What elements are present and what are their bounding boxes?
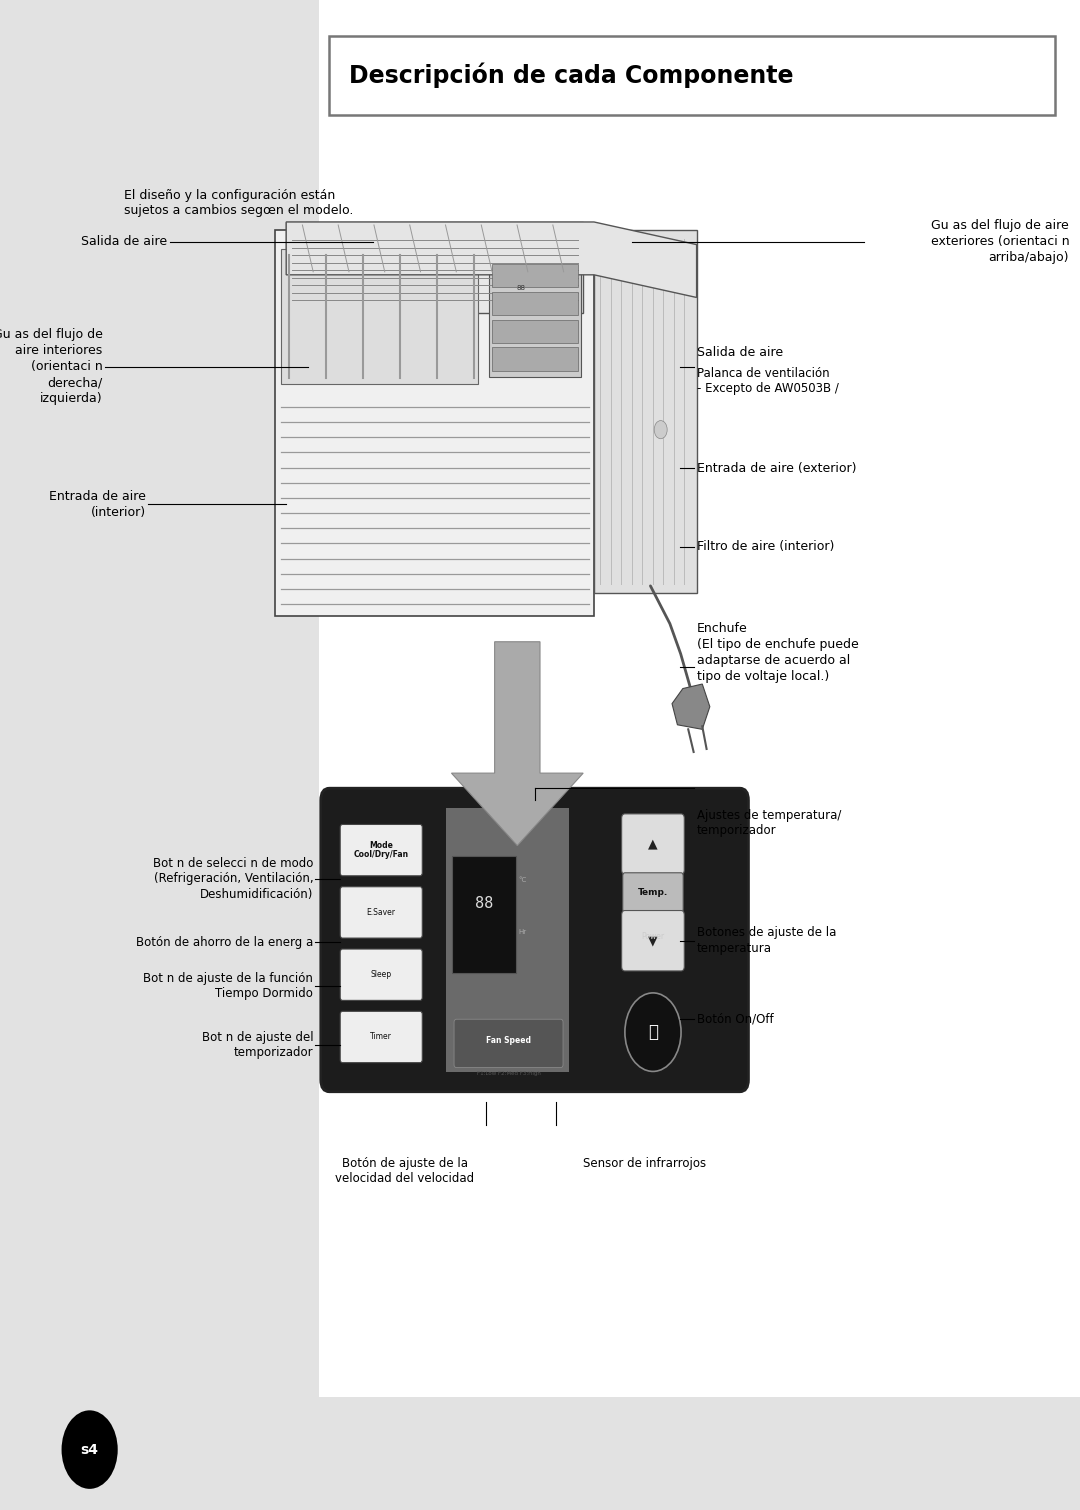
Bar — [489, 254, 581, 376]
Text: Ajustes de temperatura/
temporizador: Ajustes de temperatura/ temporizador — [697, 809, 841, 837]
Text: Botón On/Off: Botón On/Off — [697, 1013, 773, 1025]
Text: ▲: ▲ — [648, 838, 658, 850]
Text: Mode
Cool/Dry/Fan: Mode Cool/Dry/Fan — [353, 841, 409, 859]
Text: Power: Power — [642, 932, 664, 941]
Text: El diseño y la configuración están
sujetos a cambios segœn el modelo.: El diseño y la configuración están sujet… — [124, 189, 353, 217]
Text: s4: s4 — [81, 1442, 98, 1457]
Text: Botón de ahorro de la energ a: Botón de ahorro de la energ a — [136, 936, 313, 948]
Text: Temp.: Temp. — [638, 888, 669, 897]
Bar — [0, 0, 319, 1510]
Text: Bot n de ajuste de la función
Tiempo Dormido: Bot n de ajuste de la función Tiempo Dor… — [144, 972, 313, 1000]
Bar — [492, 264, 578, 287]
Text: Botón de ajuste de la
velocidad del velocidad: Botón de ajuste de la velocidad del velo… — [336, 1157, 474, 1185]
FancyBboxPatch shape — [340, 950, 422, 1001]
Bar — [492, 291, 578, 316]
Text: Salida de aire: Salida de aire — [697, 346, 783, 359]
Text: Bot n de selecci n de modo
(Refrigeración, Ventilación,
Deshumidificación): Bot n de selecci n de modo (Refrigeració… — [153, 856, 313, 901]
Text: Entrada de aire (exterior): Entrada de aire (exterior) — [697, 462, 856, 474]
Text: F1:Low F2:Med F3:High: F1:Low F2:Med F3:High — [476, 1071, 540, 1075]
Text: 88: 88 — [474, 895, 492, 911]
FancyBboxPatch shape — [340, 824, 422, 876]
Bar — [492, 347, 578, 370]
Text: Timer: Timer — [370, 1033, 392, 1042]
FancyBboxPatch shape — [623, 873, 684, 912]
Text: Entrada de aire
(interior): Entrada de aire (interior) — [49, 489, 146, 519]
FancyBboxPatch shape — [321, 788, 748, 1092]
FancyBboxPatch shape — [622, 911, 685, 971]
Polygon shape — [672, 684, 710, 729]
Bar — [492, 320, 578, 343]
Polygon shape — [451, 642, 583, 846]
Text: E.Saver: E.Saver — [367, 908, 395, 917]
Text: Filtro de aire (interior): Filtro de aire (interior) — [697, 541, 834, 553]
Text: Bot n de ajuste del
temporizador: Bot n de ajuste del temporizador — [202, 1031, 313, 1059]
Text: Hr: Hr — [518, 930, 526, 935]
Text: ▼: ▼ — [648, 935, 658, 947]
Bar — [0, 1397, 1080, 1510]
Bar — [281, 249, 478, 384]
Circle shape — [625, 994, 681, 1072]
Circle shape — [654, 421, 667, 439]
Text: Salida de aire: Salida de aire — [81, 236, 167, 248]
Text: Fan Speed: Fan Speed — [486, 1036, 531, 1045]
Text: °C: °C — [518, 877, 526, 883]
Text: Botones de ajuste de la
temperatura: Botones de ajuste de la temperatura — [697, 927, 836, 954]
FancyBboxPatch shape — [329, 36, 1055, 115]
FancyBboxPatch shape — [454, 1019, 563, 1068]
Bar — [594, 230, 697, 593]
Bar — [275, 230, 594, 616]
Text: Palanca de ventilación
- Excepto de AW0503B /: Palanca de ventilación - Excepto de AW05… — [697, 367, 838, 396]
FancyBboxPatch shape — [340, 886, 422, 938]
Bar — [451, 856, 516, 974]
Text: Enchufe
(El tipo de enchufe puede
adaptarse de acuerdo al
tipo de voltaje local.: Enchufe (El tipo de enchufe puede adapta… — [697, 622, 859, 683]
Text: Descripción de cada Componente: Descripción de cada Componente — [349, 63, 794, 88]
Bar — [286, 222, 583, 313]
Text: ⏻: ⏻ — [648, 1024, 658, 1042]
Polygon shape — [286, 222, 697, 297]
Circle shape — [62, 1410, 118, 1489]
FancyBboxPatch shape — [622, 814, 685, 874]
Bar — [446, 808, 569, 1072]
Text: 88: 88 — [516, 285, 526, 291]
FancyBboxPatch shape — [340, 1012, 422, 1063]
Text: Sleep: Sleep — [370, 971, 392, 978]
Text: Sensor de infrarrojos: Sensor de infrarrojos — [583, 1157, 706, 1170]
Text: Gu as del flujo de
aire interiores
(orientaci n
derecha/
izquierda): Gu as del flujo de aire interiores (orie… — [0, 329, 103, 405]
Text: Gu as del flujo de aire
exteriores (orientaci n
arriba/abajo): Gu as del flujo de aire exteriores (orie… — [931, 219, 1069, 264]
